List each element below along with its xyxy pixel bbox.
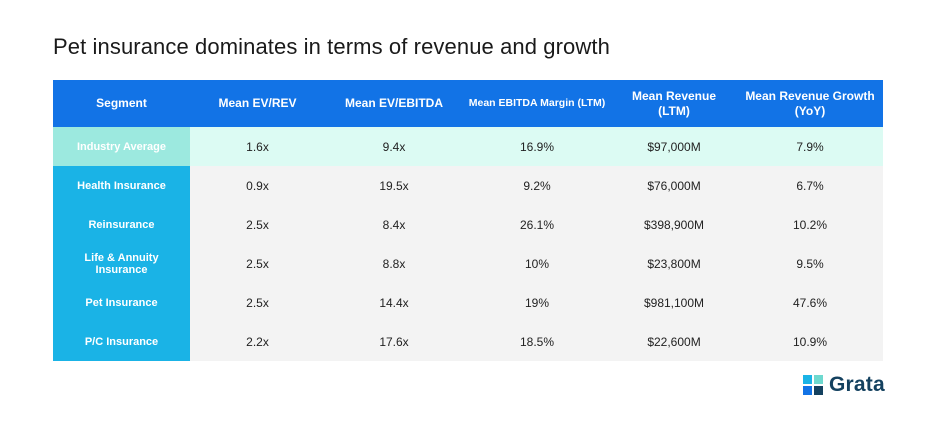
logo-text: Grata bbox=[829, 373, 885, 396]
table-row-pet-insurance: Pet Insurance 2.5x 14.4x 19% $981,100M 4… bbox=[53, 283, 883, 322]
table-cell: 16.9% bbox=[463, 127, 611, 166]
table-row-industry-average: Industry Average 1.6x 9.4x 16.9% $97,000… bbox=[53, 127, 883, 166]
table-cell: 9.4x bbox=[325, 127, 463, 166]
table-row-pc-insurance: P/C Insurance 2.2x 17.6x 18.5% $22,600M … bbox=[53, 322, 883, 361]
table-cell: $97,000M bbox=[611, 127, 737, 166]
table-cell: 18.5% bbox=[463, 322, 611, 361]
data-table: Segment Mean EV/REV Mean EV/EBITDA Mean … bbox=[53, 80, 883, 361]
table-cell: 19% bbox=[463, 283, 611, 322]
table-cell: $76,000M bbox=[611, 166, 737, 205]
header-row: Segment Mean EV/REV Mean EV/EBITDA Mean … bbox=[53, 80, 883, 127]
table-cell: 17.6x bbox=[325, 322, 463, 361]
column-header-segment: Segment bbox=[53, 80, 190, 127]
segment-cell: Health Insurance bbox=[53, 166, 190, 205]
table-cell: 10% bbox=[463, 244, 611, 283]
segment-cell: Reinsurance bbox=[53, 205, 190, 244]
table-cell: 9.2% bbox=[463, 166, 611, 205]
table-cell: 47.6% bbox=[737, 283, 883, 322]
table-cell: 2.5x bbox=[190, 205, 325, 244]
table-cell: 2.2x bbox=[190, 322, 325, 361]
table-row-reinsurance: Reinsurance 2.5x 8.4x 26.1% $398,900M 10… bbox=[53, 205, 883, 244]
column-header-ev-rev: Mean EV/REV bbox=[190, 80, 325, 127]
table-cell: 2.5x bbox=[190, 244, 325, 283]
table-cell: 8.8x bbox=[325, 244, 463, 283]
table-row-life-annuity-insurance: Life & Annuity Insurance 2.5x 8.8x 10% $… bbox=[53, 244, 883, 283]
segment-cell: Industry Average bbox=[53, 127, 190, 166]
chart-title: Pet insurance dominates in terms of reve… bbox=[53, 34, 610, 59]
table-cell: 10.2% bbox=[737, 205, 883, 244]
table-cell: 2.5x bbox=[190, 283, 325, 322]
segment-cell: Life & Annuity Insurance bbox=[53, 244, 190, 283]
table-cell: $981,100M bbox=[611, 283, 737, 322]
grata-logo-icon bbox=[803, 375, 823, 395]
grata-logo: Grata bbox=[803, 373, 885, 397]
table-cell: 14.4x bbox=[325, 283, 463, 322]
table-cell: $22,600M bbox=[611, 322, 737, 361]
table-cell: 1.6x bbox=[190, 127, 325, 166]
table-cell: 7.9% bbox=[737, 127, 883, 166]
table-cell: 0.9x bbox=[190, 166, 325, 205]
table-cell: 8.4x bbox=[325, 205, 463, 244]
table-cell: $398,900M bbox=[611, 205, 737, 244]
table-cell: 19.5x bbox=[325, 166, 463, 205]
table-cell: 10.9% bbox=[737, 322, 883, 361]
table-cell: 26.1% bbox=[463, 205, 611, 244]
column-header-ev-ebitda: Mean EV/EBITDA bbox=[325, 80, 463, 127]
column-header-ebitda-margin: Mean EBITDA Margin (LTM) bbox=[463, 80, 611, 127]
table-row-health-insurance: Health Insurance 0.9x 19.5x 9.2% $76,000… bbox=[53, 166, 883, 205]
table-cell: $23,800M bbox=[611, 244, 737, 283]
table-cell: 6.7% bbox=[737, 166, 883, 205]
column-header-revenue-growth: Mean Revenue Growth (YoY) bbox=[737, 80, 883, 127]
segment-cell: P/C Insurance bbox=[53, 322, 190, 361]
segment-cell: Pet Insurance bbox=[53, 283, 190, 322]
column-header-revenue: Mean Revenue (LTM) bbox=[611, 80, 737, 127]
table-cell: 9.5% bbox=[737, 244, 883, 283]
